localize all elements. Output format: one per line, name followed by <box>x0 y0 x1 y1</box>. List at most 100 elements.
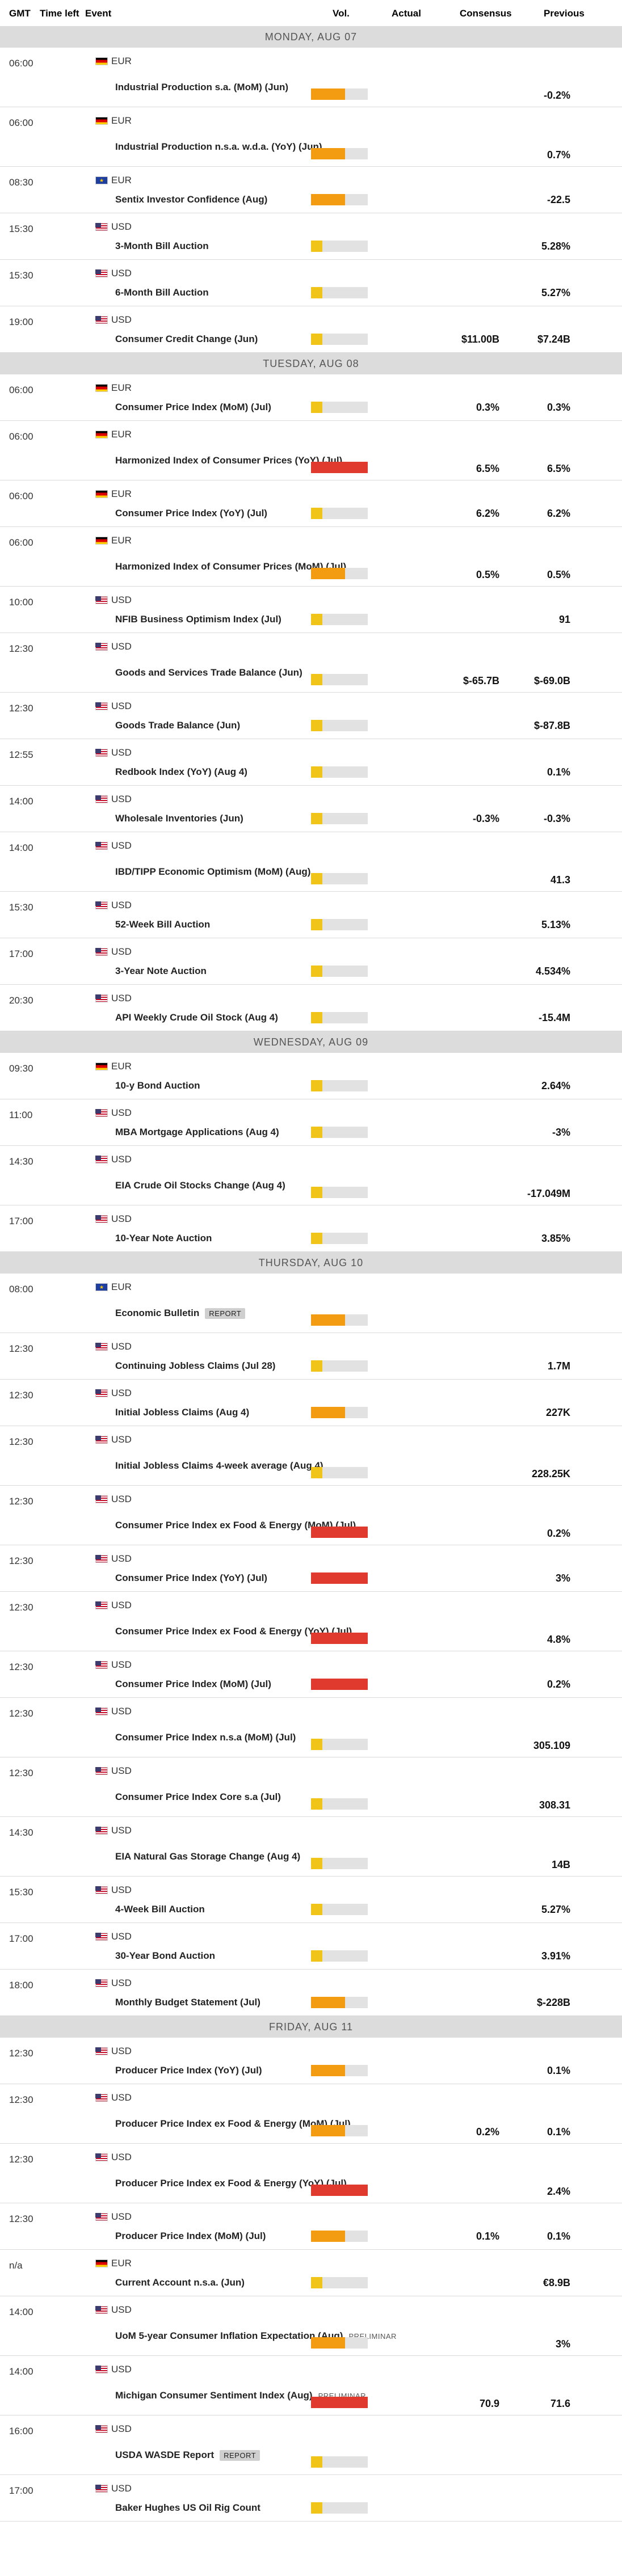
event-row[interactable]: 12:30 USD Consumer Price Index ex Food & E… <box>0 1486 622 1545</box>
event-row[interactable]: 18:00 USD Monthly Budget Statement (Jul) $-… <box>0 1970 622 2016</box>
event-title[interactable]: Producer Price Index ex Food & Energy (Y… <box>115 2178 347 2189</box>
event-title[interactable]: 3-Year Note Auction <box>115 966 207 976</box>
event-row[interactable]: 15:30 USD 4-Week Bill Auction 5.27% <box>0 1877 622 1923</box>
event-row[interactable]: 17:00 USD 30-Year Bond Auction 3.91% <box>0 1923 622 1970</box>
event-title[interactable]: Wholesale Inventories (Jun) <box>115 813 243 824</box>
event-row[interactable]: 12:30 USD Goods and Services Trade Balance… <box>0 633 622 693</box>
event-title[interactable]: Consumer Price Index ex Food & Energy (M… <box>115 1520 356 1531</box>
event-name[interactable]: NFIB Business Optimism Index (Jul) <box>115 614 281 625</box>
col-actual[interactable]: Actual <box>392 8 421 19</box>
event-title[interactable]: Goods and Services Trade Balance (Jun) <box>115 667 302 678</box>
event-row[interactable]: 14:00 USD UoM 5-year Consumer Inflation Ex… <box>0 2296 622 2356</box>
event-title[interactable]: NFIB Business Optimism Index (Jul) <box>115 614 281 625</box>
event-name[interactable]: Goods and Services Trade Balance (Jun) <box>115 667 302 678</box>
event-row[interactable]: 12:30 USD Consumer Price Index (YoY) (Jul)… <box>0 1545 622 1592</box>
event-title[interactable]: 10-y Bond Auction <box>115 1080 200 1091</box>
event-row[interactable]: 14:00 USD Wholesale Inventories (Jun) -0.3%… <box>0 786 622 832</box>
event-row[interactable]: 12:30 USD Producer Price Index (MoM) (Jul)… <box>0 2203 622 2250</box>
event-title[interactable]: Consumer Price Index (YoY) (Jul) <box>115 508 267 518</box>
event-name[interactable]: Harmonized Index of Consumer Prices (YoY… <box>115 455 342 466</box>
event-name[interactable]: 3-Month Bill Auction <box>115 241 209 252</box>
col-event[interactable]: Event <box>85 8 112 19</box>
event-name[interactable]: Continuing Jobless Claims (Jul 28) <box>115 1360 275 1372</box>
event-row[interactable]: 09:30 EUR 10-y Bond Auction 2.64% <box>0 1053 622 1099</box>
event-title[interactable]: Economic Bulletin <box>115 1308 200 1318</box>
event-row[interactable]: 06:00 EUR Harmonized Index of Consumer Pri… <box>0 527 622 587</box>
event-title[interactable]: Producer Price Index (YoY) (Jul) <box>115 2065 262 2076</box>
event-title[interactable]: 10-Year Note Auction <box>115 1233 212 1243</box>
event-title[interactable]: Industrial Production n.s.a. w.d.a. (YoY… <box>115 141 322 152</box>
event-row[interactable]: 16:00 USD USDA WASDE Report REPORT <box>0 2415 622 2475</box>
event-row[interactable]: 14:00 USD Michigan Consumer Sentiment Inde… <box>0 2356 622 2415</box>
event-name[interactable]: Consumer Price Index (YoY) (Jul) <box>115 508 267 519</box>
event-row[interactable]: 11:00 USD MBA Mortgage Applications (Aug 4… <box>0 1099 622 1146</box>
event-name[interactable]: Economic Bulletin REPORT <box>115 1308 246 1319</box>
event-name[interactable]: 10-Year Note Auction <box>115 1233 212 1244</box>
event-title[interactable]: IBD/TIPP Economic Optimism (MoM) (Aug) <box>115 866 311 877</box>
event-title[interactable]: 3-Month Bill Auction <box>115 241 209 251</box>
event-title[interactable]: Monthly Budget Statement (Jul) <box>115 1997 260 2008</box>
event-name[interactable]: 4-Week Bill Auction <box>115 1904 205 1915</box>
event-name[interactable]: Redbook Index (YoY) (Aug 4) <box>115 766 247 778</box>
event-title[interactable]: Consumer Credit Change (Jun) <box>115 334 258 344</box>
event-title[interactable]: Initial Jobless Claims (Aug 4) <box>115 1407 250 1418</box>
col-time-left[interactable]: Time left <box>40 8 79 19</box>
event-row[interactable]: 06:00 EUR Consumer Price Index (YoY) (Jul)… <box>0 480 622 527</box>
event-name[interactable]: Consumer Credit Change (Jun) <box>115 334 258 345</box>
event-title[interactable]: Current Account n.s.a. (Jun) <box>115 2277 245 2288</box>
event-title[interactable]: Sentix Investor Confidence (Aug) <box>115 194 268 205</box>
event-name[interactable]: Consumer Price Index Core s.a (Jul) <box>115 1791 281 1803</box>
event-name[interactable]: 6-Month Bill Auction <box>115 287 209 298</box>
event-name[interactable]: Consumer Price Index (MoM) (Jul) <box>115 402 271 413</box>
event-name[interactable]: EIA Crude Oil Stocks Change (Aug 4) <box>115 1180 285 1191</box>
event-title[interactable]: API Weekly Crude Oil Stock (Aug 4) <box>115 1012 278 1023</box>
event-row[interactable]: 06:00 EUR Harmonized Index of Consumer Pri… <box>0 421 622 480</box>
event-row[interactable]: 12:30 USD Initial Jobless Claims (Aug 4) 22… <box>0 1380 622 1426</box>
event-row[interactable]: 12:30 USD Consumer Price Index (MoM) (Jul)… <box>0 1651 622 1698</box>
event-title[interactable]: Harmonized Index of Consumer Prices (YoY… <box>115 455 343 466</box>
event-row[interactable]: 14:30 USD EIA Crude Oil Stocks Change (Aug… <box>0 1146 622 1205</box>
event-title[interactable]: Harmonized Index of Consumer Prices (MoM… <box>115 561 347 572</box>
event-title[interactable]: Consumer Price Index (MoM) (Jul) <box>115 402 271 412</box>
event-name[interactable]: EIA Natural Gas Storage Change (Aug 4) <box>115 1851 300 1862</box>
event-title[interactable]: Industrial Production s.a. (MoM) (Jun) <box>115 82 289 92</box>
event-title[interactable]: Consumer Price Index ex Food & Energy (Y… <box>115 1626 352 1637</box>
event-row[interactable]: 12:30 USD Initial Jobless Claims 4-week av… <box>0 1426 622 1486</box>
event-title[interactable]: MBA Mortgage Applications (Aug 4) <box>115 1127 279 1137</box>
event-row[interactable]: 12:30 USD Consumer Price Index Core s.a (J… <box>0 1757 622 1817</box>
event-name[interactable]: IBD/TIPP Economic Optimism (MoM) (Aug) <box>115 866 310 878</box>
event-title[interactable]: 30-Year Bond Auction <box>115 1950 216 1961</box>
event-row[interactable]: n/a EUR Current Account n.s.a. (Jun) €8.9B <box>0 2250 622 2296</box>
event-title[interactable]: Consumer Price Index n.s.a (MoM) (Jul) <box>115 1732 296 1743</box>
event-title[interactable]: Michigan Consumer Sentiment Index (Aug) <box>115 2390 313 2401</box>
event-name[interactable]: Producer Price Index ex Food & Energy (M… <box>115 2118 351 2130</box>
event-name[interactable]: Consumer Price Index (MoM) (Jul) <box>115 1679 271 1690</box>
event-row[interactable]: 06:00 EUR Consumer Price Index (MoM) (Jul)… <box>0 374 622 421</box>
event-title[interactable]: EIA Natural Gas Storage Change (Aug 4) <box>115 1851 301 1862</box>
event-name[interactable]: Consumer Price Index ex Food & Energy (Y… <box>115 1626 352 1637</box>
event-name[interactable]: 10-y Bond Auction <box>115 1080 200 1091</box>
event-name[interactable]: Producer Price Index (YoY) (Jul) <box>115 2065 262 2076</box>
event-row[interactable]: 08:30 EUR Sentix Investor Confidence (Aug)… <box>0 167 622 213</box>
event-row[interactable]: 12:55 USD Redbook Index (YoY) (Aug 4) 0.1% <box>0 739 622 786</box>
event-name[interactable]: Consumer Price Index (YoY) (Jul) <box>115 1572 267 1584</box>
event-row[interactable]: 15:30 USD 52-Week Bill Auction 5.13% <box>0 892 622 938</box>
event-row[interactable]: 15:30 USD 3-Month Bill Auction 5.28% <box>0 213 622 260</box>
event-title[interactable]: Goods Trade Balance (Jun) <box>115 720 241 731</box>
event-name[interactable]: Goods Trade Balance (Jun) <box>115 720 240 731</box>
col-gmt[interactable]: GMT <box>9 8 31 19</box>
event-row[interactable]: 12:30 USD Producer Price Index ex Food & E… <box>0 2144 622 2203</box>
event-name[interactable]: MBA Mortgage Applications (Aug 4) <box>115 1127 279 1138</box>
event-row[interactable]: 20:30 USD API Weekly Crude Oil Stock (Aug … <box>0 985 622 1031</box>
event-title[interactable]: 4-Week Bill Auction <box>115 1904 205 1915</box>
event-name[interactable]: Monthly Budget Statement (Jul) <box>115 1997 260 2008</box>
event-name[interactable]: Initial Jobless Claims (Aug 4) <box>115 1407 249 1418</box>
event-name[interactable]: Wholesale Inventories (Jun) <box>115 813 243 824</box>
event-name[interactable]: 3-Year Note Auction <box>115 966 207 977</box>
event-name[interactable]: 30-Year Bond Auction <box>115 1950 215 1962</box>
event-title[interactable]: EIA Crude Oil Stocks Change (Aug 4) <box>115 1180 285 1191</box>
event-name[interactable]: Industrial Production n.s.a. w.d.a. (YoY… <box>115 141 322 153</box>
col-previous[interactable]: Previous <box>544 8 585 19</box>
event-row[interactable]: 12:30 USD Continuing Jobless Claims (Jul 2… <box>0 1333 622 1380</box>
event-name[interactable]: Harmonized Index of Consumer Prices (MoM… <box>115 561 346 572</box>
